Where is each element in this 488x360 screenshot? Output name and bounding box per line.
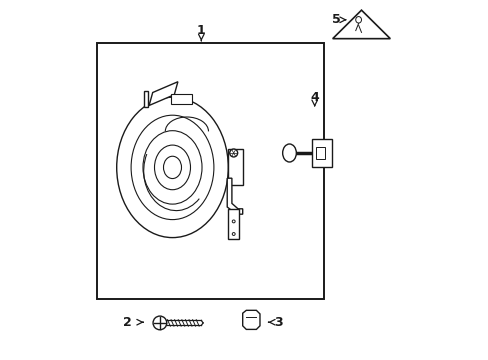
Ellipse shape	[282, 144, 296, 162]
Text: 5: 5	[331, 13, 340, 26]
Bar	[228, 209, 239, 239]
Polygon shape	[242, 310, 260, 329]
Polygon shape	[227, 178, 242, 214]
Text: 4: 4	[310, 91, 319, 104]
Polygon shape	[144, 91, 148, 107]
Ellipse shape	[117, 97, 228, 238]
Bar	[97, 43, 323, 299]
Bar	[315, 147, 324, 159]
Ellipse shape	[153, 316, 166, 330]
Text: 1: 1	[197, 24, 205, 37]
Ellipse shape	[355, 17, 361, 23]
Polygon shape	[149, 82, 178, 105]
Bar	[228, 149, 242, 185]
Text: 3: 3	[274, 316, 283, 329]
Bar	[170, 94, 192, 104]
Ellipse shape	[232, 220, 235, 223]
Text: 2: 2	[123, 316, 132, 329]
Ellipse shape	[229, 149, 237, 157]
Ellipse shape	[232, 233, 235, 235]
Bar	[311, 139, 331, 167]
